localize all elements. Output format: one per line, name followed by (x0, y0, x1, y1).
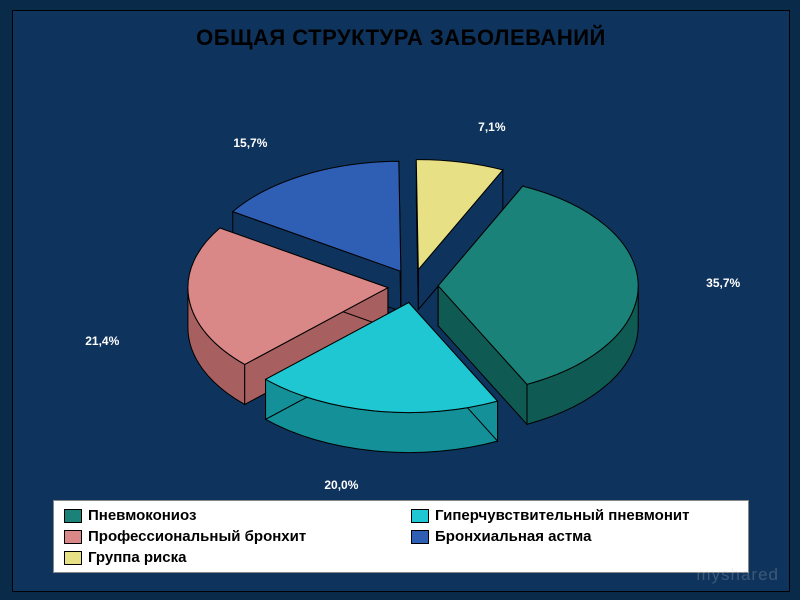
pie-chart: 35,7%20,0%21,4%15,7%7,1% (13, 66, 789, 486)
legend-item: Бронхиальная астма (411, 528, 738, 545)
pct-label: 35,7% (706, 276, 740, 290)
legend-label: Профессиональный бронхит (88, 528, 306, 545)
legend-swatch (411, 509, 429, 523)
legend-swatch (64, 551, 82, 565)
legend: Пневмокониоз Гиперчувствительный пневмони… (53, 500, 749, 573)
chart-title: ОБЩАЯ СТРУКТУРА ЗАБОЛЕВАНИЙ (13, 25, 789, 51)
watermark: myshared (696, 565, 779, 585)
chart-frame: ОБЩАЯ СТРУКТУРА ЗАБОЛЕВАНИЙ 35,7% 20,0% 21… (12, 10, 790, 592)
legend-label: Пневмокониоз (88, 507, 196, 524)
legend-item: Профессиональный бронхит (64, 528, 391, 545)
legend-item: Гиперчувствительный пневмонит (411, 507, 738, 524)
pct-label: 15,7% (233, 136, 267, 150)
legend-swatch (411, 530, 429, 544)
legend-swatch (64, 509, 82, 523)
legend-label: Группа риска (88, 549, 186, 566)
legend-label: Гиперчувствительный пневмонит (435, 507, 689, 524)
legend-item: Пневмокониоз (64, 507, 391, 524)
legend-item: Группа риска (64, 549, 391, 566)
pct-label: 7,1% (478, 120, 505, 134)
pct-label: 21,4% (85, 334, 119, 348)
legend-label: Бронхиальная астма (435, 528, 591, 545)
pct-label: 20,0% (324, 478, 358, 492)
legend-swatch (64, 530, 82, 544)
